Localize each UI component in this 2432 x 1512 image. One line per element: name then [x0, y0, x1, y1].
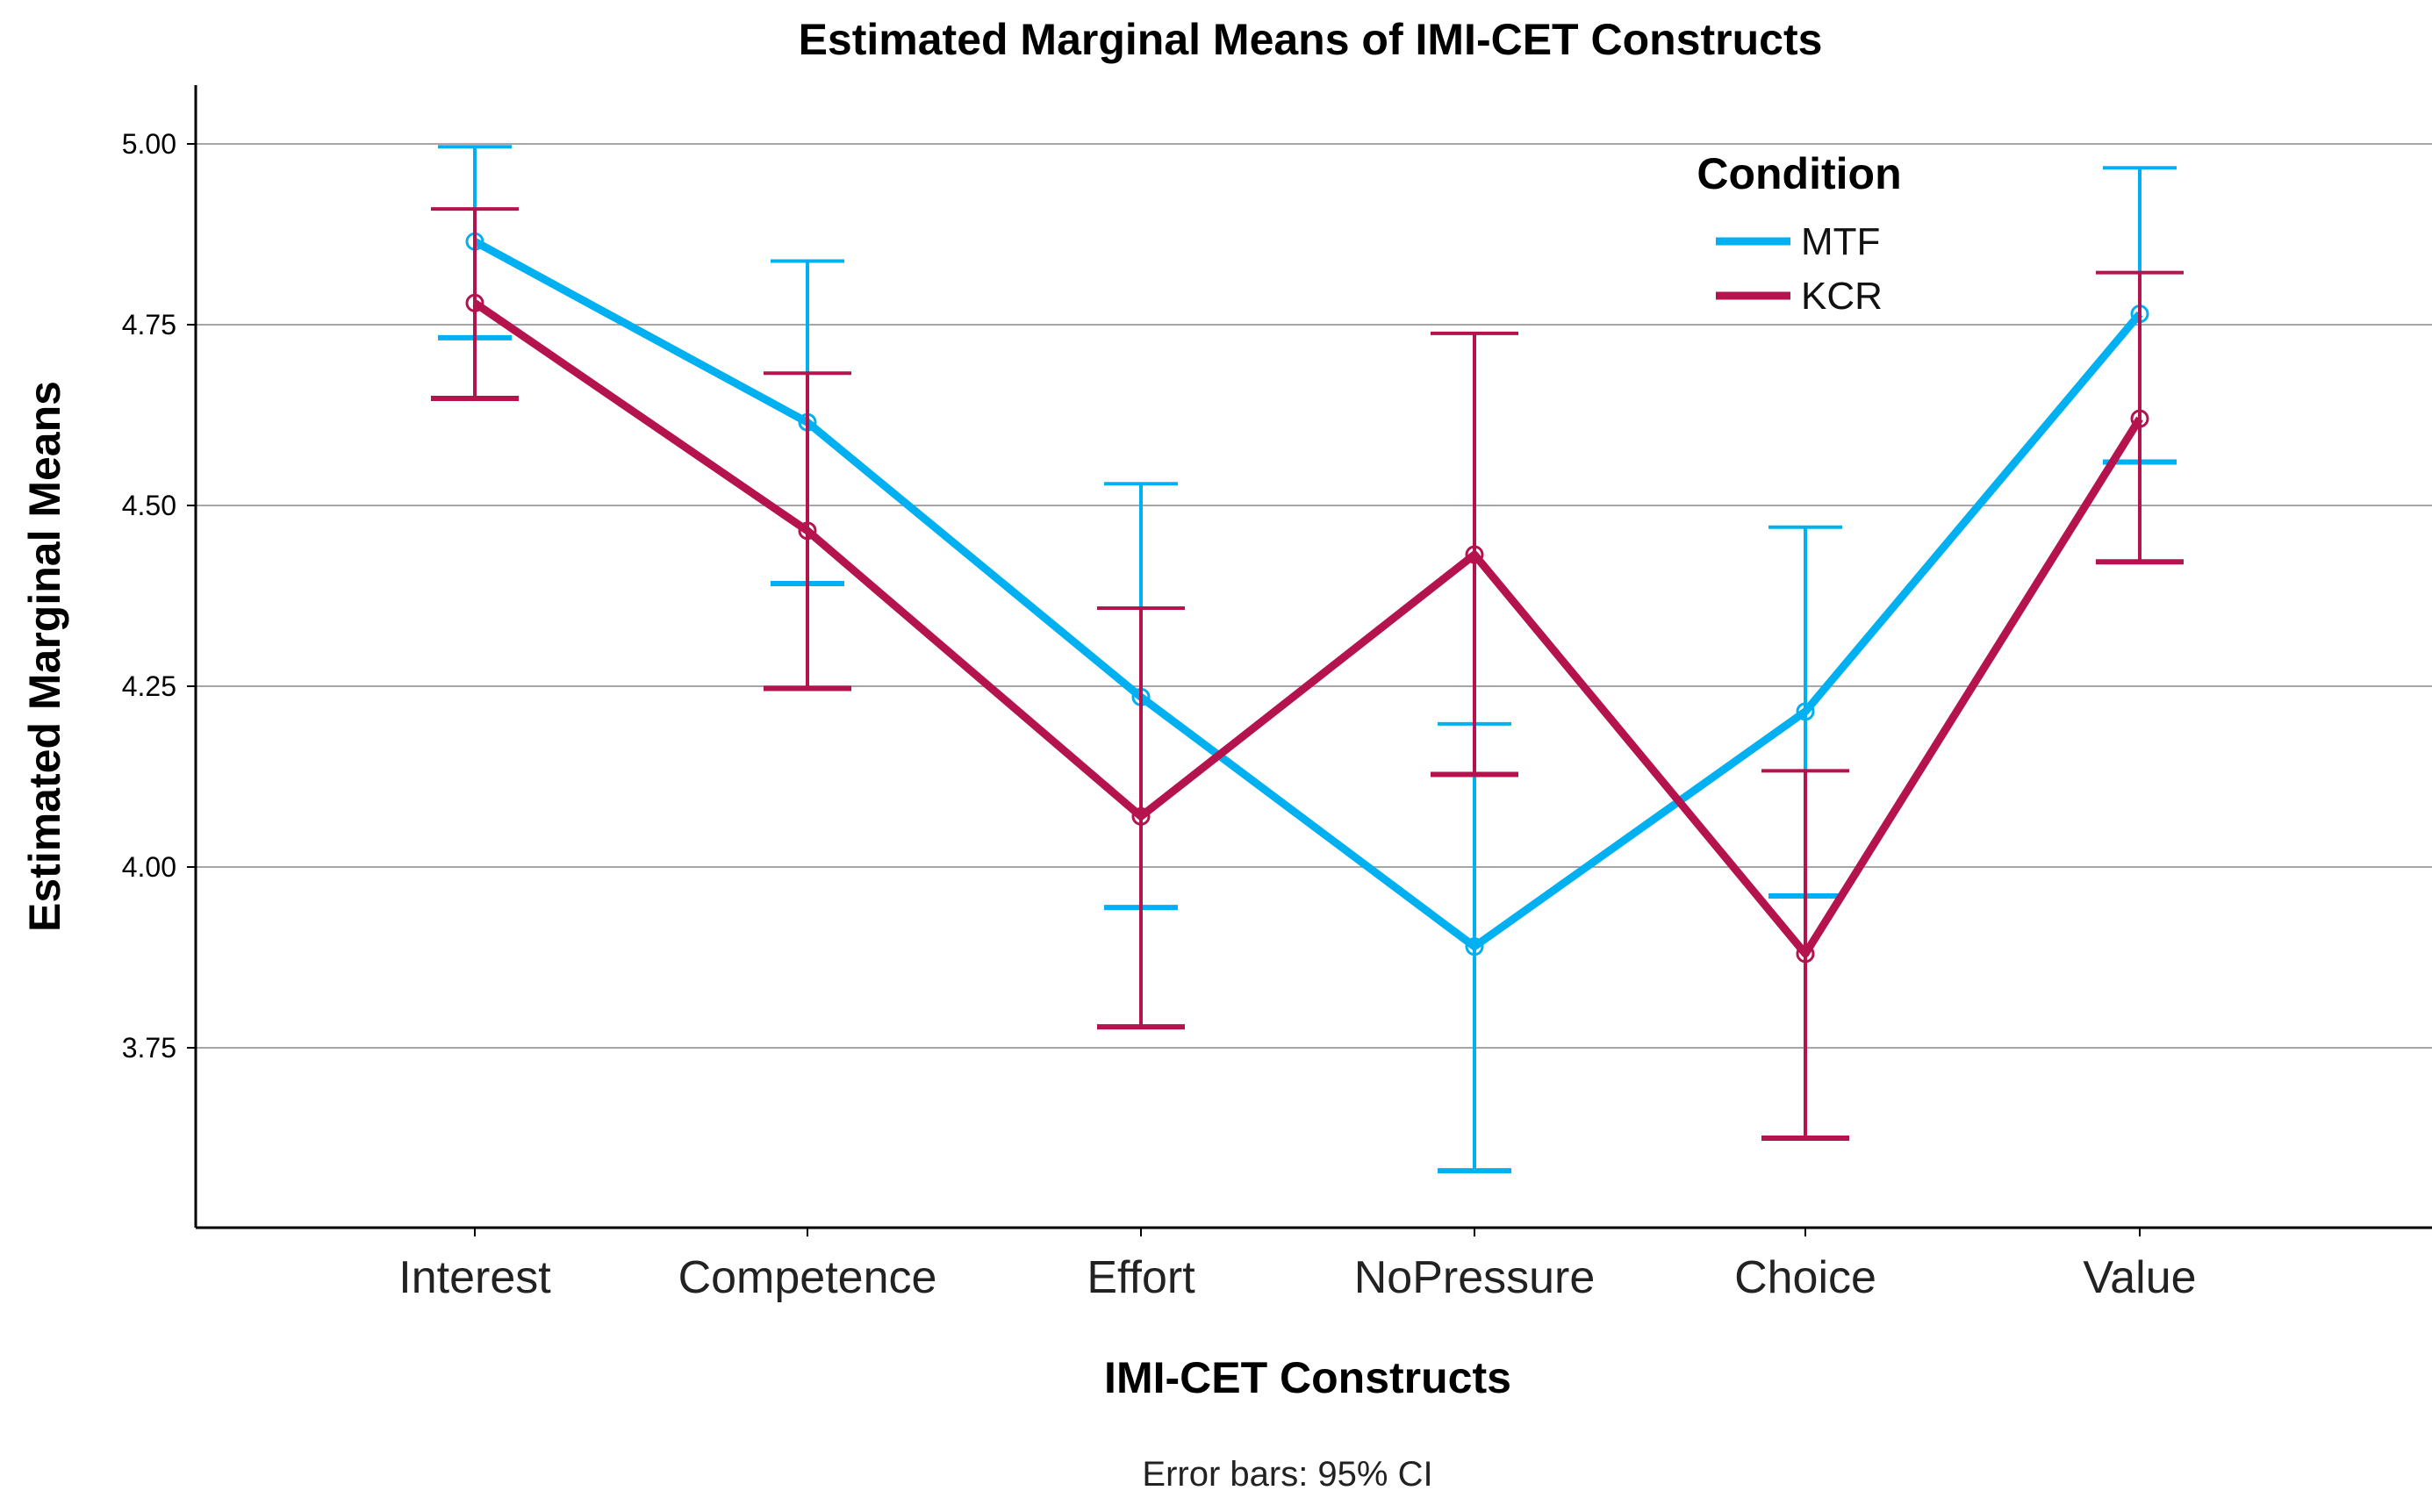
- x-tick-label: Value: [2083, 1252, 2196, 1303]
- y-tick-label: 4.00: [122, 851, 176, 883]
- y-tick-label: 4.25: [122, 670, 176, 702]
- data-point: [2130, 409, 2149, 428]
- x-tick-label: NoPressure: [1354, 1252, 1596, 1303]
- x-tick-label: Interest: [398, 1252, 551, 1303]
- x-axis-title: IMI-CET Constructs: [1104, 1353, 1511, 1402]
- data-point: [798, 521, 817, 541]
- error-bars-mtf: [438, 145, 2177, 1174]
- data-point: [465, 293, 484, 312]
- error-bars-kcr: [431, 207, 2184, 1141]
- series-kcr: [431, 207, 2184, 1141]
- legend: Condition MTF KCR: [1697, 149, 1901, 318]
- x-tick-label: Choice: [1734, 1252, 1876, 1303]
- series-mtf: [438, 145, 2177, 1174]
- gridlines: [196, 143, 2432, 1049]
- legend-label-mtf: MTF: [1801, 220, 1880, 263]
- data-point: [1796, 702, 1815, 721]
- y-tick-label: 5.00: [122, 128, 176, 160]
- y-axis-title: Estimated Marginal Means: [20, 381, 69, 932]
- x-category-labels: Interest Competence Effort NoPressure Choice…: [398, 1228, 2197, 1303]
- x-tick-label: Competence: [678, 1252, 937, 1303]
- y-tick-label: 3.75: [122, 1032, 176, 1064]
- chart-title: Estimated Marginal Means of IMI-CET Cons…: [799, 15, 1823, 64]
- y-tick-labels: 3.75 4.00 4.25 4.50 4.75 5.00: [122, 128, 196, 1064]
- data-point: [1796, 944, 1815, 964]
- data-point: [1465, 545, 1484, 564]
- legend-title: Condition: [1697, 149, 1901, 198]
- data-point: [1465, 937, 1484, 957]
- axes: [194, 85, 2432, 1229]
- y-tick-label: 4.50: [122, 490, 176, 521]
- x-tick-label: Effort: [1087, 1252, 1195, 1303]
- y-tick-label: 4.75: [122, 309, 176, 340]
- series-line-mtf: [472, 238, 2143, 951]
- series: [431, 145, 2184, 1174]
- legend-label-kcr: KCR: [1801, 275, 1883, 318]
- data-point: [1131, 806, 1151, 826]
- series-line-kcr: [472, 299, 2143, 958]
- footnote: Error bars: 95% CI: [1142, 1455, 1432, 1494]
